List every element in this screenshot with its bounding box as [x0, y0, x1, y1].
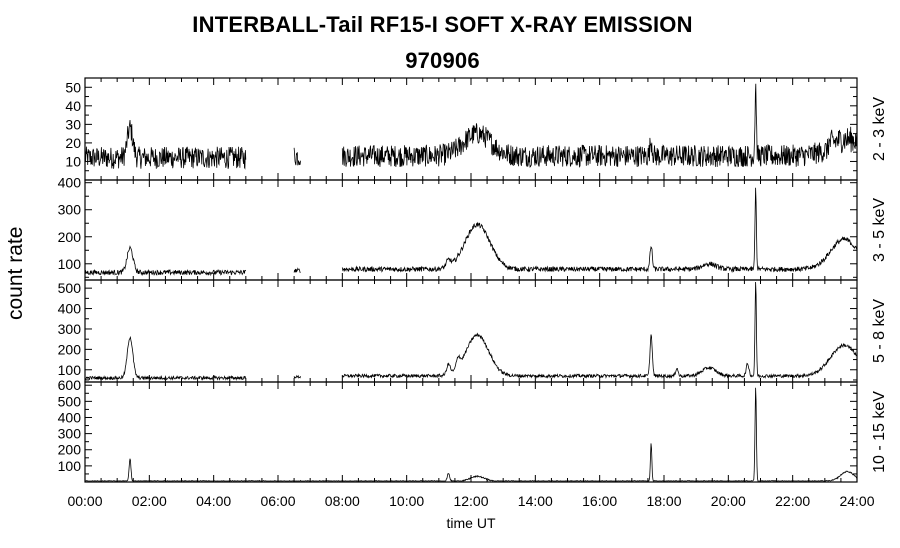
- panel-2: 100 200 300 400 3 - 5 keV: [58, 175, 888, 281]
- chart-subtitle-date: 970906: [405, 48, 480, 73]
- panel-frame: [84, 279, 858, 383]
- energy-band-label: 5 - 8 keV: [871, 299, 888, 363]
- energy-band-label: 10 - 15 keV: [871, 391, 888, 473]
- y-tick-label: 20: [65, 135, 81, 151]
- y-tick-label: 200: [58, 442, 82, 458]
- y-tick-label: 400: [58, 175, 82, 191]
- y-tick-label: 100: [58, 362, 82, 378]
- x-tick-label: 02:00: [132, 493, 167, 509]
- x-tick-label: 14:00: [518, 493, 553, 509]
- y-tick-label: 300: [58, 426, 82, 442]
- y-tick-label: 100: [58, 458, 82, 474]
- y-tick-label: 30: [65, 116, 81, 132]
- y-tick-label: 10: [65, 153, 81, 169]
- y-tick-label: 40: [65, 98, 81, 114]
- y-tick-label: 200: [58, 341, 82, 357]
- data-trace: [84, 281, 857, 381]
- y-tick-label: 300: [58, 321, 82, 337]
- x-tick-label: 16:00: [582, 493, 617, 509]
- data-trace: [84, 387, 858, 482]
- panel-1: 10 20 30 40 50 2 - 3 keV: [65, 77, 888, 181]
- x-tick-label: 08:00: [325, 493, 360, 509]
- x-tick-label: 04:00: [196, 493, 231, 509]
- panel-frame: [84, 381, 858, 483]
- x-tick-label: 24:00: [839, 493, 874, 509]
- x-tick-label: 20:00: [711, 493, 746, 509]
- data-trace: [84, 187, 858, 277]
- energy-band-label: 3 - 5 keV: [871, 198, 888, 262]
- x-tick-label: 00:00: [67, 493, 102, 509]
- y-tick-label: 600: [58, 377, 82, 393]
- x-axis-label: time UT: [447, 515, 496, 531]
- y-tick-label: 400: [58, 409, 82, 425]
- x-tick-label: 18:00: [646, 493, 681, 509]
- y-tick-label: 50: [65, 79, 81, 95]
- panel-3: 100 200 300 400 500 5 - 8 keV: [58, 279, 888, 383]
- y-tick-label: 200: [58, 229, 82, 245]
- x-tick-label: 12:00: [453, 493, 488, 509]
- y-tick-label: 300: [58, 202, 82, 218]
- energy-band-label: 2 - 3 keV: [871, 97, 888, 161]
- x-tick-label: 10:00: [389, 493, 424, 509]
- y-tick-label: 500: [58, 393, 82, 409]
- y-tick-label: 100: [58, 256, 82, 272]
- y-tick-label: 400: [58, 301, 82, 317]
- data-trace: [84, 83, 858, 170]
- x-tick-label: 22:00: [775, 493, 810, 509]
- y-tick-label: 500: [58, 280, 82, 296]
- chart-title: INTERBALL-Tail RF15-I SOFT X-RAY EMISSIO…: [192, 12, 693, 37]
- x-tick-label: 06:00: [260, 493, 295, 509]
